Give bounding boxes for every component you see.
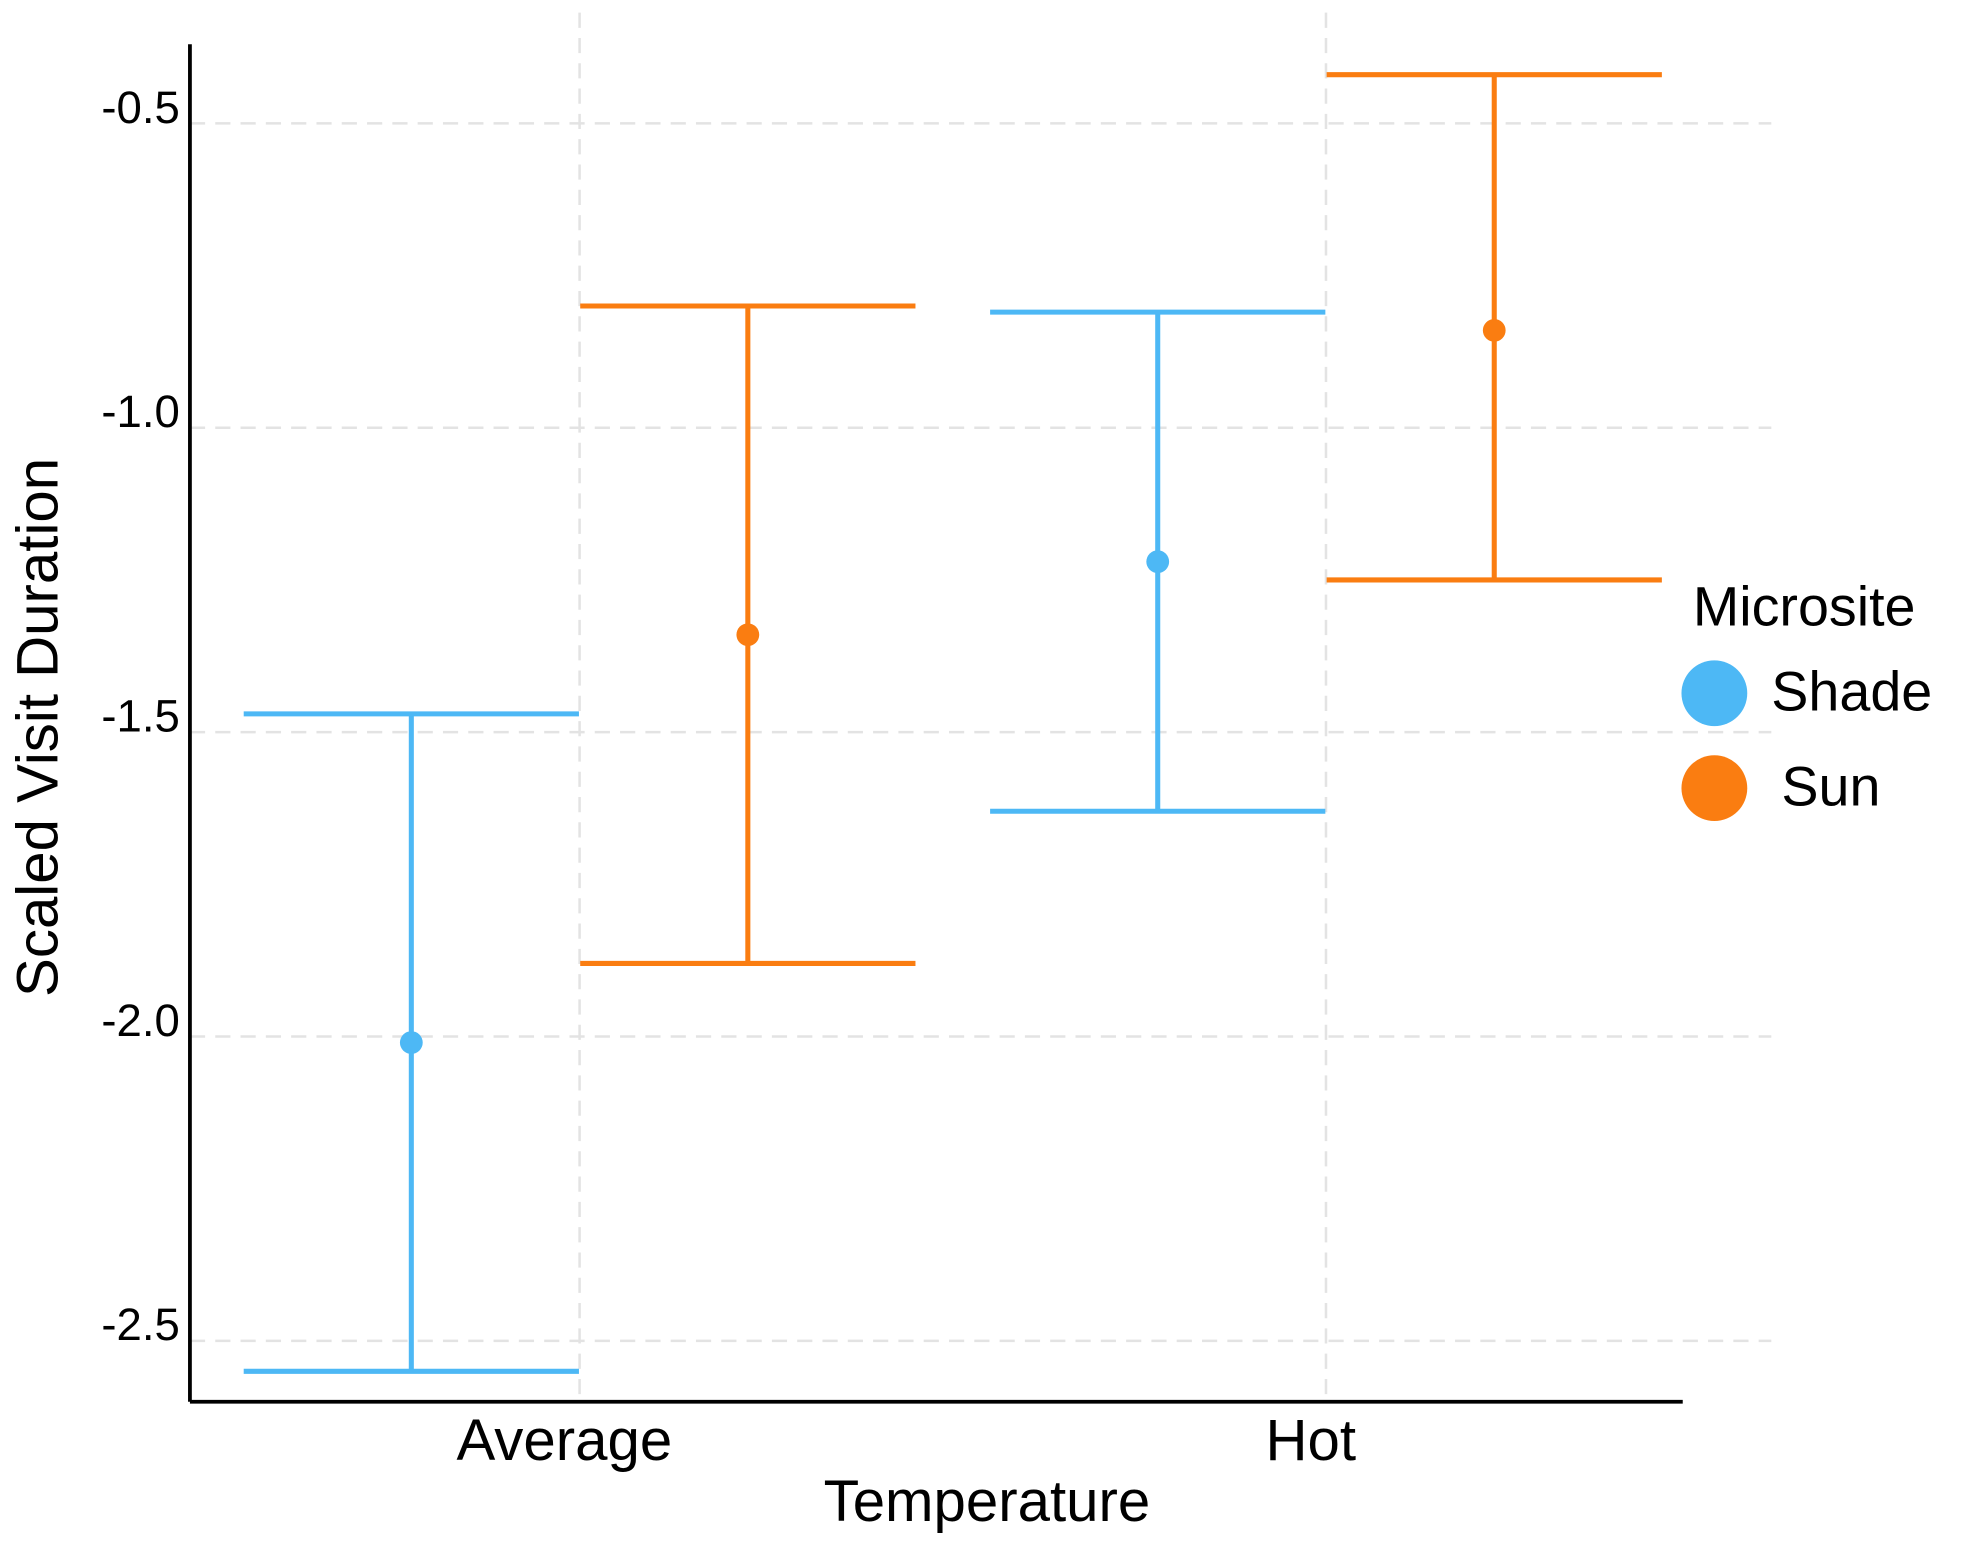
y-axis-title: Scaled Visit Duration [5, 458, 70, 997]
point [1482, 318, 1506, 342]
y-tick-label: -1.0 [101, 386, 179, 437]
x-axis-title: Temperature [824, 1469, 1151, 1534]
point [736, 623, 760, 647]
legend-label: Shade [1771, 661, 1932, 723]
y-tick-label: -0.5 [101, 82, 179, 133]
y-tick-label: -2.0 [101, 995, 179, 1046]
legend-swatch [1681, 755, 1748, 822]
x-tick-label: Hot [1266, 1408, 1357, 1473]
legend-swatch [1681, 660, 1748, 727]
x-tick-label: Average [457, 1408, 673, 1473]
y-tick-label: -2.5 [101, 1299, 179, 1350]
point [399, 1031, 423, 1054]
point [1146, 550, 1170, 574]
legend-title: Microsite [1693, 576, 1916, 638]
y-tick-label: -1.5 [101, 691, 179, 742]
legend-label: Sun [1781, 755, 1880, 817]
